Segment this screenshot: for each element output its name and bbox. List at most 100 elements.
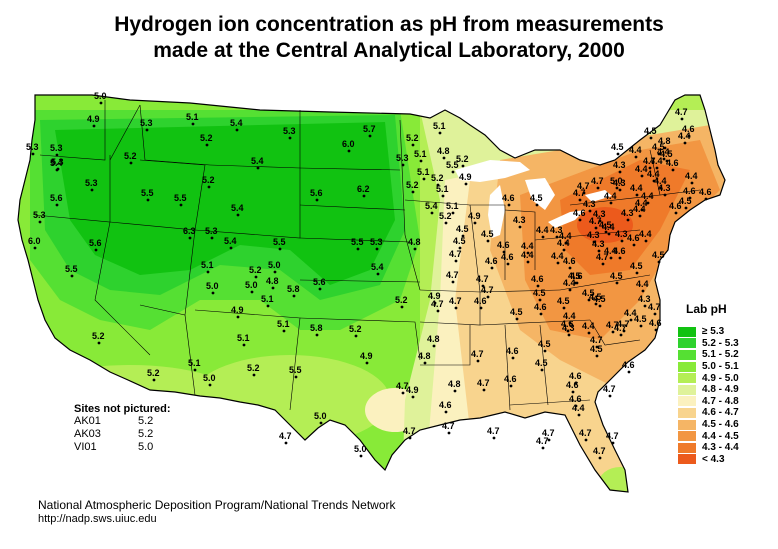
site-dot [430, 211, 434, 215]
site-ph-label: 4.5 [679, 196, 692, 206]
site-dot [609, 256, 613, 260]
site-ph-label: 5.2 [124, 151, 137, 161]
legend-swatch [678, 338, 696, 349]
site-ph-label: 4.7 [477, 378, 490, 388]
site-dot [515, 317, 519, 321]
site-ph-label: 5.2 [431, 173, 444, 183]
legend-rows: ≥ 5.3 5.2 - 5.3 5.1 - 5.2 5.0 - 5.1 4.9 - 5.… [672, 326, 772, 465]
site-dot [598, 304, 602, 308]
site-ph-label: 5.1 [417, 167, 430, 177]
legend-label: 4.7 - 4.8 [702, 395, 739, 407]
site-dot [33, 246, 37, 250]
site-ph-label: 4.4 [559, 231, 572, 241]
site-ph-label: 4.3 [593, 209, 606, 219]
site-dot [567, 333, 571, 337]
site-ph-label: 4.6 [569, 394, 582, 404]
site-ph-label: 4.5 [456, 224, 469, 234]
site-ph-label: 5.4 [251, 156, 264, 166]
site-ph-label: 5.5 [289, 365, 302, 375]
legend-item: 4.3 - 4.4 [672, 442, 772, 454]
lake-superior [455, 160, 530, 182]
map-title: Hydrogen ion concentration as pH from me… [0, 12, 778, 64]
site-dot [536, 284, 540, 288]
legend-item: 4.9 - 5.0 [672, 372, 772, 384]
site-dot [97, 341, 101, 345]
site-ph-label: 4.7 [606, 320, 619, 330]
border-az-nm [184, 314, 196, 396]
site-ph-label: 5.6 [310, 188, 323, 198]
site-dot [632, 243, 636, 247]
legend-swatch [678, 442, 696, 453]
site-ph-label: 4.5 [590, 344, 603, 354]
site-dot [540, 368, 544, 372]
site-dot [319, 421, 323, 425]
site-dot [526, 251, 530, 255]
site-ph-label: 6.3 [183, 226, 196, 236]
site-ph-label: 5.2 [349, 324, 362, 334]
site-ph-label: 4.7 [596, 252, 609, 262]
site-ph-label: 4.5 [453, 236, 466, 246]
contour-fl-4.9-5.0 [598, 467, 642, 492]
legend-item: 5.2 - 5.3 [672, 338, 772, 350]
site-ph-label: 5.2 [395, 295, 408, 305]
site-dot [191, 122, 195, 126]
site-dot [609, 201, 613, 205]
legend-item: < 4.3 [672, 454, 772, 466]
state-borders [34, 100, 701, 411]
border-mt-wy [139, 104, 211, 166]
site-dot [242, 343, 246, 347]
site-ph-label: 4.6 [649, 318, 662, 328]
site-ph-label: 4.4 [563, 278, 576, 288]
site-dot [611, 441, 615, 445]
site-ph-label: 4.5 [630, 261, 643, 271]
site-ph-label: 4.5 [599, 220, 612, 230]
site-dot [461, 164, 465, 168]
footer-url: http://nadp.sws.uiuc.edu [38, 513, 157, 525]
site-ph-label: 4.7 [449, 249, 462, 259]
site-ph-label: 4.8 [448, 379, 461, 389]
site-dot [657, 152, 661, 156]
site-ph-label: 4.3 [615, 229, 628, 239]
site-dot [573, 281, 577, 285]
site-ph-label: 5.1 [186, 112, 199, 122]
site-ph-label: 5.3 [140, 118, 153, 128]
legend-label: 4.4 - 4.5 [702, 430, 739, 442]
site-ph-label: 4.4 [521, 250, 534, 260]
not-pictured-site-value: 5.0 [138, 441, 154, 453]
site-dot [356, 247, 360, 251]
site-ph-label: 4.9 [231, 305, 244, 315]
site-dot [587, 331, 591, 335]
site-dot [423, 361, 427, 365]
site-dot [577, 413, 581, 417]
site-dot [433, 301, 437, 305]
site-ph-label: 4.6 [682, 124, 695, 134]
border-fl [509, 399, 591, 406]
site-ph-label: 5.6 [50, 193, 63, 203]
site-ph-label: 4.7 [617, 319, 630, 329]
site-dot [55, 153, 59, 157]
site-ph-label: 4.5 [582, 288, 595, 298]
site-dot [486, 295, 490, 299]
site-dot [584, 438, 588, 442]
site-ph-label: 4.4 [624, 308, 637, 318]
site-ph-label: 5.0 [314, 411, 327, 421]
site-dot [601, 262, 605, 266]
border-ne-ks [299, 237, 411, 243]
site-ph-label: 4.6 [566, 380, 579, 390]
site-dot [607, 232, 611, 236]
legend-swatch [678, 326, 696, 337]
site-ph-label: 4.6 [573, 208, 586, 218]
border-nc-sc [589, 319, 641, 346]
site-ph-label: 4.7 [648, 302, 661, 312]
site-dot [235, 128, 239, 132]
site-dot [436, 183, 440, 187]
site-dot [419, 159, 423, 163]
site-ph-label: 4.5 [557, 296, 570, 306]
site-ph-label: 4.6 [613, 246, 626, 256]
site-dot [687, 134, 691, 138]
footer-credit: National Atmospheric Deposition Program/… [38, 498, 396, 512]
site-dot [152, 378, 156, 382]
site-dot [598, 456, 602, 460]
border-nd-sd [299, 167, 401, 171]
site-dot [526, 260, 530, 264]
